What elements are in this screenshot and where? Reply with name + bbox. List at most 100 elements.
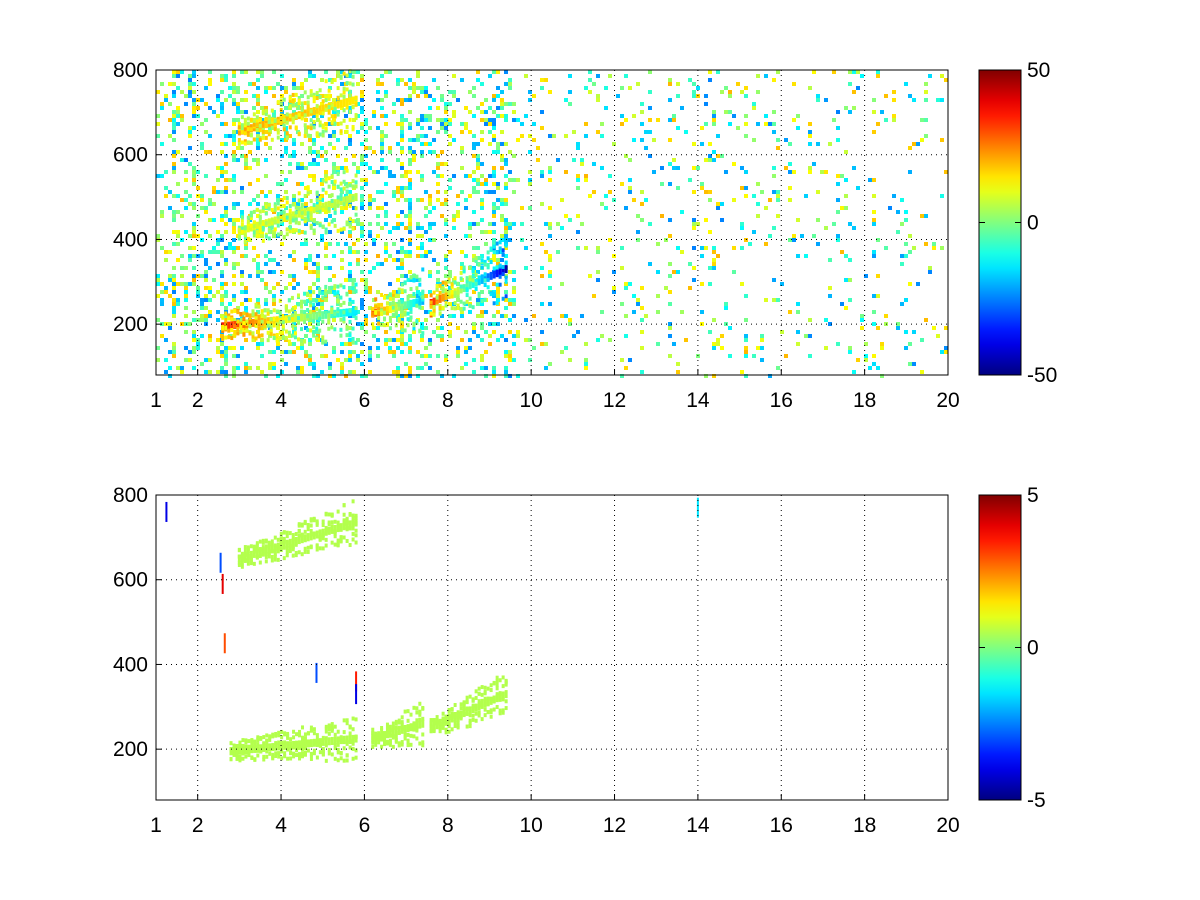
heatmap-cell (624, 206, 628, 210)
ridge-halo-cell (239, 321, 243, 326)
heatmap-cell (568, 358, 572, 362)
heatmap-cell (444, 218, 448, 222)
ridge-halo-cell (330, 325, 334, 330)
heatmap-cell (836, 342, 840, 346)
ridge-halo-cell (351, 340, 355, 345)
ridge-halo-cell (274, 731, 278, 736)
ridge-halo-cell (318, 738, 322, 743)
ridge-halo-cell (462, 700, 466, 705)
ridge-halo-cell (333, 107, 337, 112)
heatmap-cell (204, 298, 208, 302)
ridge-halo-cell (456, 718, 460, 723)
ridge-halo-cell (339, 333, 343, 338)
heatmap-cell (840, 250, 844, 254)
heatmap-cell (308, 286, 312, 290)
heatmap-cell (396, 374, 400, 378)
heatmap-cell (172, 118, 176, 122)
heatmap-cell (776, 298, 780, 302)
ridge-halo-cell (444, 281, 448, 286)
heatmap-cell (940, 138, 944, 142)
ridge-halo-cell (312, 228, 316, 233)
ridge-halo-cell (333, 756, 337, 761)
heatmap-cell (548, 90, 552, 94)
ridge-halo-cell (254, 315, 258, 320)
ridge-halo-cell (324, 758, 328, 763)
heatmap-cell (420, 246, 424, 250)
heatmap-cell (360, 94, 364, 98)
ridge-halo-cell (504, 679, 508, 684)
ridge-halo-cell (292, 745, 296, 750)
heatmap-cell (400, 118, 404, 122)
heatmap-cell (372, 298, 376, 302)
heatmap-cell (224, 74, 228, 78)
ridge-halo-cell (327, 117, 331, 122)
heatmap-cell (844, 306, 848, 310)
ridge-halo-cell (286, 735, 290, 740)
ridge-halo-cell (429, 304, 433, 309)
heatmap-cell (392, 102, 396, 106)
heatmap-cell (212, 186, 216, 190)
heatmap-cell (556, 158, 560, 162)
heatmap-cell (316, 374, 320, 378)
heatmap-cell (336, 170, 340, 174)
ridge-cell (483, 699, 487, 708)
ridge-halo-cell (246, 140, 250, 145)
ridge-halo-cell (312, 125, 316, 130)
ridge-halo-cell (303, 123, 307, 128)
heatmap-cell (516, 118, 520, 122)
heatmap-cell (508, 318, 512, 322)
ridge-halo-cell (257, 334, 261, 339)
heatmap-cell (540, 86, 544, 90)
ridge-halo-cell (261, 225, 265, 230)
heatmap-cell (200, 122, 204, 126)
heatmap-cell (304, 78, 308, 82)
heatmap-cell (436, 198, 440, 202)
heatmap-cell (908, 342, 912, 346)
heatmap-cell (636, 82, 640, 86)
ridge-halo-cell (260, 333, 264, 338)
heatmap-cell (172, 94, 176, 98)
ridge-halo-cell (286, 747, 290, 752)
ridge-halo-cell (267, 219, 271, 224)
heatmap-cell (508, 354, 512, 358)
heatmap-cell (300, 82, 304, 86)
heatmap-cell (340, 266, 344, 270)
heatmap-cell (436, 154, 440, 158)
heatmap-cell (224, 186, 228, 190)
ridge-halo-cell (292, 735, 296, 740)
ridge-cell (459, 285, 463, 294)
heatmap-cell (160, 174, 164, 178)
ridge-halo-cell (324, 531, 328, 536)
heatmap-cell (544, 342, 548, 346)
heatmap-cell (204, 306, 208, 310)
heatmap-cell (364, 118, 368, 122)
heatmap-cell (364, 250, 368, 254)
heatmap-cell (460, 310, 464, 314)
ridge-cell (318, 203, 322, 212)
ridge-halo-cell (351, 727, 355, 732)
ridge-halo-cell (336, 729, 340, 734)
heatmap-cell (424, 190, 428, 194)
heatmap-cell (168, 274, 172, 278)
heatmap-cell (784, 138, 788, 142)
heatmap-cell (284, 286, 288, 290)
heatmap-cell (244, 310, 248, 314)
heatmap-cell (448, 286, 452, 290)
heatmap-cell (476, 334, 480, 338)
ridge-halo-cell (409, 733, 413, 738)
ridge-halo-cell (339, 129, 343, 134)
ridge-halo-cell (252, 233, 256, 238)
heatmap-cell (712, 266, 716, 270)
ridge-halo-cell (348, 333, 352, 338)
ridge-halo-cell (294, 553, 298, 558)
heatmap-cell (312, 306, 316, 310)
heatmap-cell (216, 370, 220, 374)
heatmap-cell (208, 70, 212, 74)
heatmap-cell (376, 206, 380, 210)
heatmap-cell (508, 238, 512, 242)
heatmap-cell (584, 342, 588, 346)
ridge-halo-cell (267, 117, 271, 122)
ridge-halo-cell (339, 317, 343, 322)
ridge-halo-cell (421, 743, 425, 748)
heatmap-cell (452, 226, 456, 230)
